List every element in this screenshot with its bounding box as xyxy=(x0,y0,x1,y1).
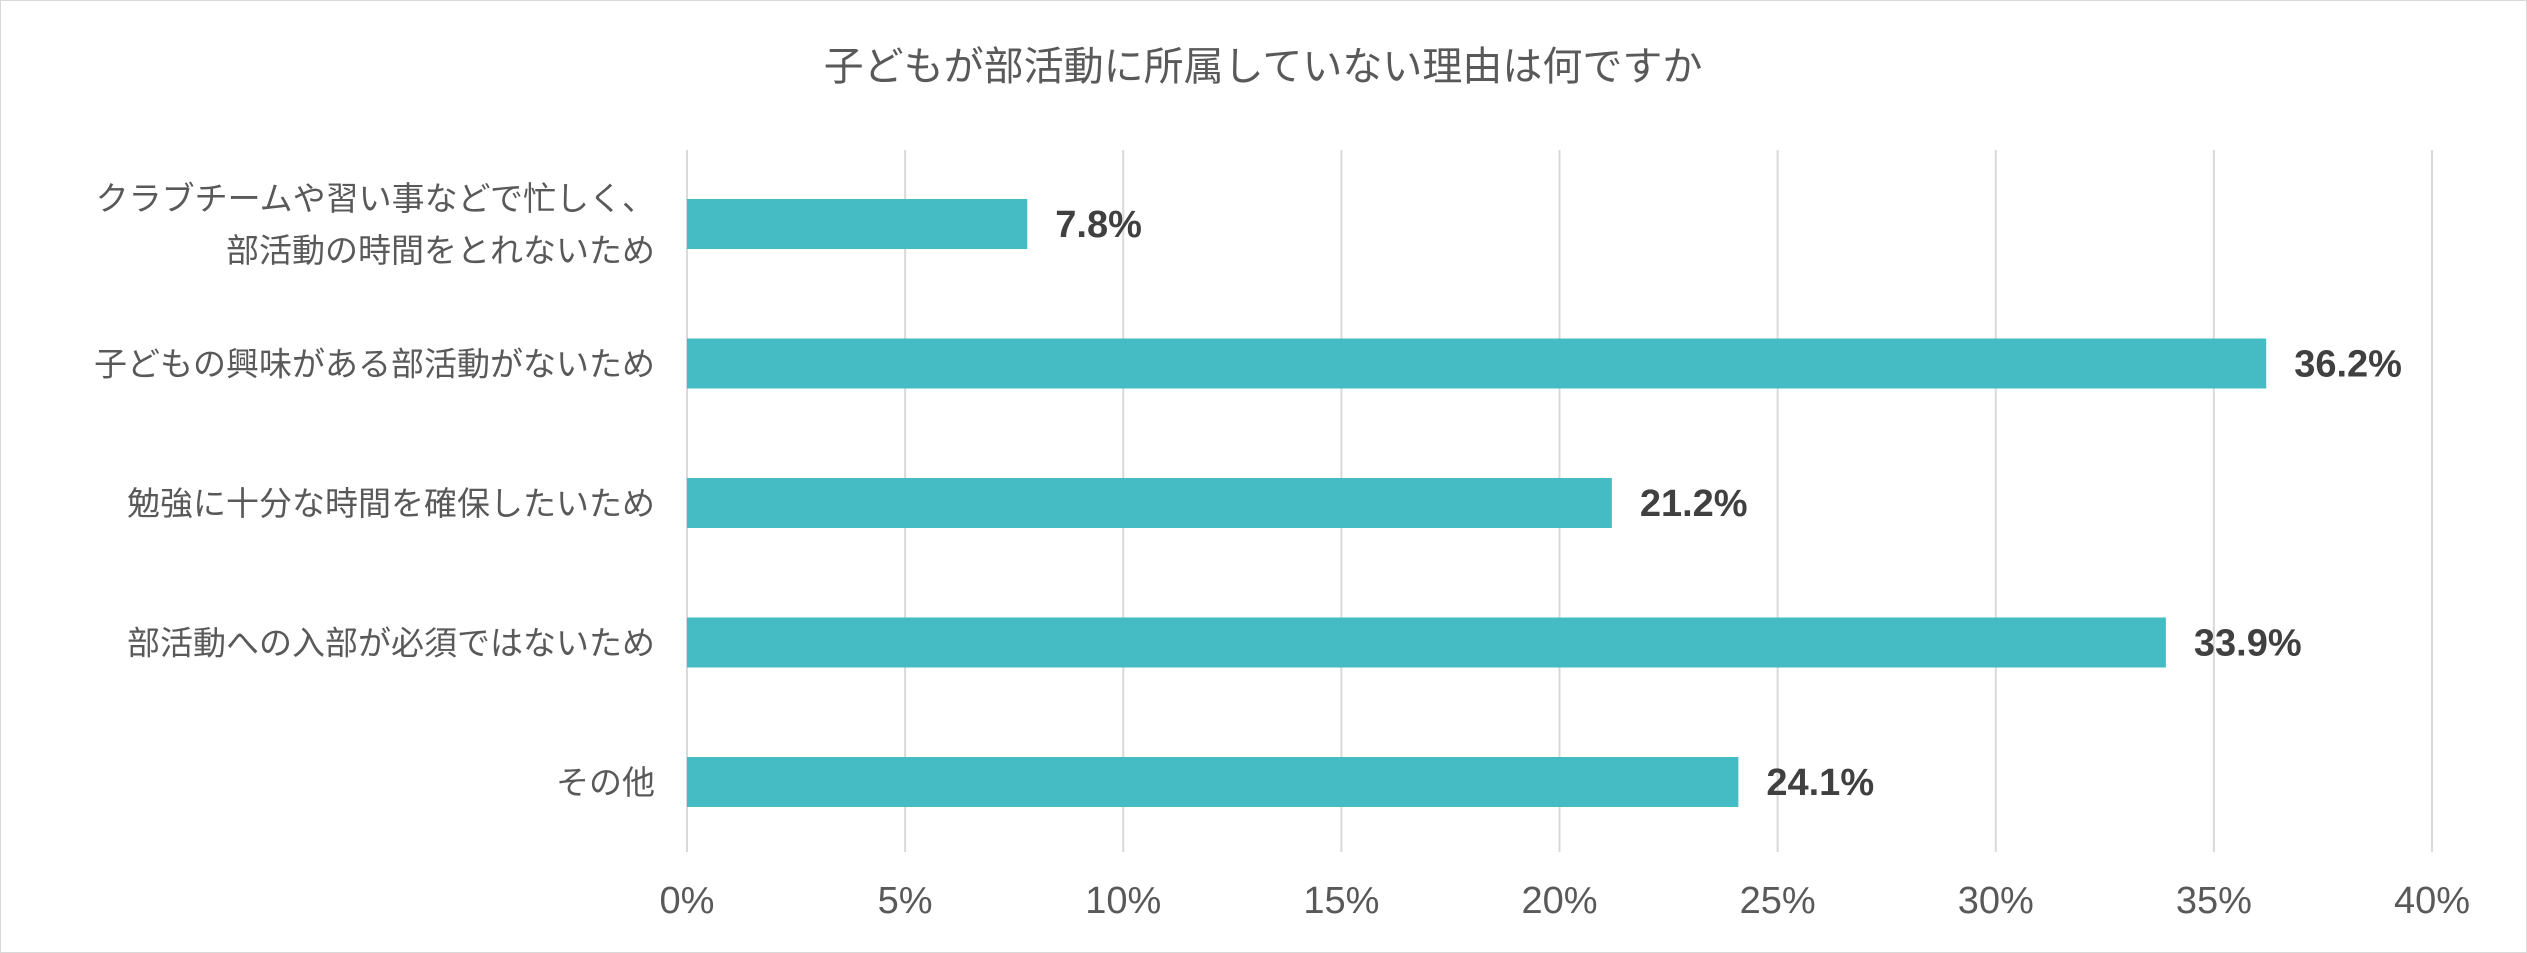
x-tick-label: 30% xyxy=(1958,880,2034,922)
bar xyxy=(687,757,1739,807)
data-label: 7.8% xyxy=(1055,204,1142,246)
category-labels: クラブチームや習い事などで忙しく、部活動の時間をとれないため子どもの興味がある部… xyxy=(94,179,655,802)
gridlines xyxy=(686,150,2433,852)
category-label: 子どもの興味がある部活動がないため xyxy=(94,345,655,384)
x-tick-label: 40% xyxy=(2394,880,2470,922)
bar xyxy=(687,338,2267,389)
category-label: 部活動への入部が必須ではないため xyxy=(127,624,655,663)
category-label: クラブチームや習い事などで忙しく、 xyxy=(96,179,655,218)
data-label: 24.1% xyxy=(1766,762,1874,804)
bar xyxy=(687,478,1612,528)
x-tick-label: 10% xyxy=(1085,880,1161,922)
data-label: 33.9% xyxy=(2194,623,2302,665)
x-tick-label: 0% xyxy=(660,880,715,922)
bars xyxy=(687,199,2267,807)
x-tick-label: 20% xyxy=(1521,880,1597,922)
bar xyxy=(687,617,2166,668)
category-label: その他 xyxy=(556,763,655,802)
data-label: 21.2% xyxy=(1640,483,1748,525)
category-label: 勉強に十分な時間を確保したいため xyxy=(127,484,655,523)
x-axis-tick-labels: 0% 5% 10% 15% 20% 25% 30% 35% 40% xyxy=(660,880,2470,922)
chart-title: 子どもが部活動に所属していない理由は何ですか xyxy=(824,44,1703,90)
category-label: 部活動の時間をとれないため xyxy=(226,231,655,270)
bar xyxy=(687,199,1028,249)
x-tick-label: 15% xyxy=(1303,880,1379,922)
x-tick-label: 25% xyxy=(1740,880,1816,922)
data-labels: 7.8% 36.2% 21.2% 33.9% 24.1% xyxy=(1055,204,2402,804)
x-tick-label: 35% xyxy=(2176,880,2252,922)
data-label: 36.2% xyxy=(2294,344,2402,386)
x-tick-label: 5% xyxy=(878,880,933,922)
